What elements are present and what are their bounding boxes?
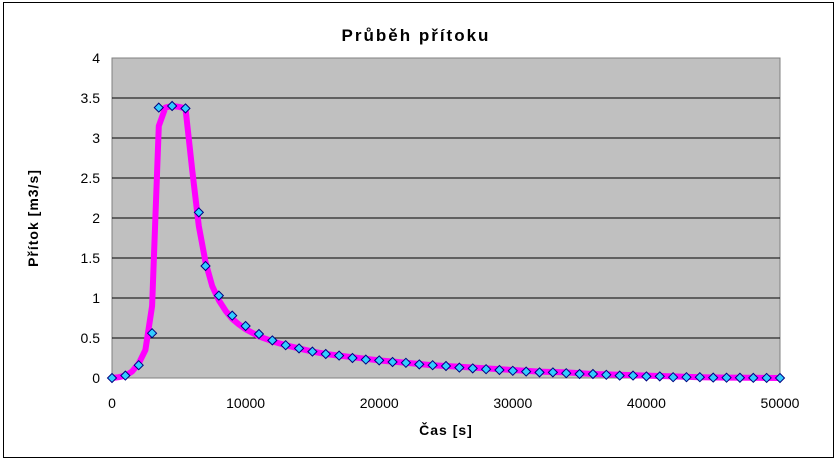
- y-axis-title: Přítok [m3/s]: [25, 169, 41, 267]
- data-point: [347, 352, 358, 364]
- data-point: [587, 368, 599, 380]
- y-tick-label: 1: [92, 290, 100, 306]
- data-point: [480, 363, 492, 375]
- data-point: [654, 371, 665, 382]
- data-point: [534, 367, 545, 378]
- data-point: [734, 372, 746, 383]
- data-point: [320, 348, 331, 360]
- data-point: [307, 346, 318, 357]
- data-point: [193, 207, 205, 218]
- y-tick-label: 0: [92, 370, 100, 386]
- data-point: [180, 103, 191, 114]
- chart-title: Průběh přítoku: [342, 26, 491, 45]
- data-point: [427, 359, 438, 371]
- data-point: [333, 350, 345, 361]
- y-tick-label: 2.5: [81, 170, 101, 186]
- x-axis-title: Čas [s]: [419, 421, 473, 438]
- data-point: [213, 290, 225, 301]
- x-tick-label: 30000: [493, 395, 532, 411]
- x-tick-label: 0: [108, 395, 116, 411]
- marker-layer: [106, 100, 786, 384]
- data-point: [627, 370, 639, 381]
- data-point: [153, 102, 164, 113]
- data-point: [641, 371, 652, 382]
- x-tick-label: 10000: [226, 395, 265, 411]
- data-point: [614, 370, 625, 381]
- data-point: [681, 371, 692, 383]
- y-tick-label: 0.5: [81, 330, 101, 346]
- y-tick-label: 1.5: [81, 250, 101, 266]
- y-tick-label: 3.5: [81, 90, 101, 106]
- data-point: [166, 100, 178, 112]
- data-point: [146, 327, 158, 339]
- y-axis-ticks: 0 0.5 1 1.5 2 2.5 3 3.5 4: [81, 50, 101, 386]
- chart-frame: Průběh přítoku 0 0.5 1 1.5 2 2.5 3 3.5 4 0 10000 2…: [3, 2, 834, 458]
- data-point: [360, 354, 372, 365]
- data-point: [694, 371, 706, 383]
- data-point: [253, 328, 265, 340]
- data-point: [601, 369, 612, 381]
- data-point: [707, 372, 719, 383]
- chart-svg: Průběh přítoku 0 0.5 1 1.5 2 2.5 3 3.5 4 0 10000 2…: [25, 26, 800, 438]
- data-point: [400, 357, 412, 369]
- data-point: [240, 320, 251, 332]
- data-point: [761, 372, 772, 384]
- data-point: [774, 372, 786, 384]
- data-point: [667, 371, 679, 383]
- data-point: [454, 362, 465, 373]
- x-axis-ticks: 0 10000 20000 30000 40000 50000: [108, 395, 800, 411]
- data-point: [561, 367, 572, 379]
- data-point: [120, 370, 131, 381]
- grid-lines: [112, 97, 780, 339]
- data-point: [721, 372, 732, 383]
- data-point: [547, 367, 559, 378]
- y-tick-label: 2: [92, 210, 100, 226]
- data-point: [520, 366, 532, 377]
- data-point: [280, 339, 291, 351]
- x-tick-label: 20000: [360, 395, 399, 411]
- data-point: [227, 310, 238, 321]
- data-point: [133, 359, 144, 371]
- data-point: [574, 368, 585, 380]
- data-point: [200, 260, 211, 272]
- data-point: [440, 360, 452, 372]
- data-point: [494, 364, 505, 376]
- y-tick-label: 4: [92, 50, 100, 66]
- data-point: [106, 372, 118, 384]
- data-point: [293, 343, 305, 354]
- data-point: [507, 365, 519, 377]
- x-tick-label: 40000: [627, 395, 666, 411]
- data-point: [387, 356, 398, 368]
- data-point: [748, 372, 759, 384]
- y-tick-label: 3: [92, 130, 100, 146]
- data-point: [373, 355, 385, 366]
- data-point: [414, 359, 425, 370]
- data-point: [467, 363, 478, 374]
- x-tick-label: 50000: [761, 395, 800, 411]
- data-point: [267, 335, 278, 346]
